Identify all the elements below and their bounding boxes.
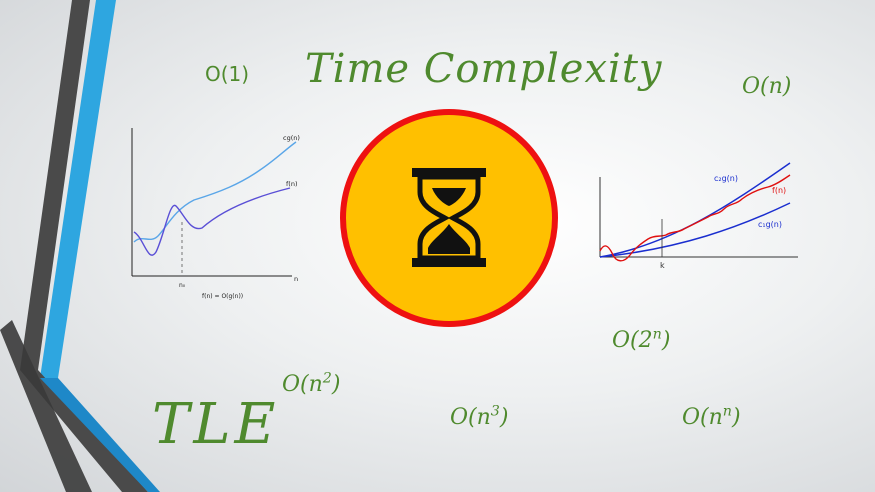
notation-on2: O(n2) [282,370,341,397]
slide-title: Time Complexity [305,46,663,92]
hourglass-badge [340,109,558,327]
left-decorative-bars [0,0,160,492]
notation-o1: O(1) [205,62,250,86]
notation-on3: O(n3) [450,403,509,430]
notation-on: O(n) [742,74,792,99]
label-c1g: c₁g(n) [758,220,782,229]
label-k: k [660,261,665,270]
label-n0: n₀ [179,282,186,289]
big-o-graph-right: c₂g(n) f(n) c₁g(n) k [599,162,798,270]
label-c2g: c₂g(n) [714,174,738,183]
label-cg: cg(n) [283,134,300,142]
notation-o2n: O(2n) [612,326,671,353]
notation-onn: O(nn) [682,403,741,430]
label-f: f(n) [286,180,297,188]
big-o-graph-left: cg(n) f(n) n n₀ f(n) = O(g(n)) [131,128,300,300]
hourglass-icon [412,168,486,267]
label-f-right: f(n) [772,186,786,195]
label-n: n [294,275,298,283]
tle-label: TLE [152,392,280,457]
graph-caption: f(n) = O(g(n)) [202,293,243,300]
